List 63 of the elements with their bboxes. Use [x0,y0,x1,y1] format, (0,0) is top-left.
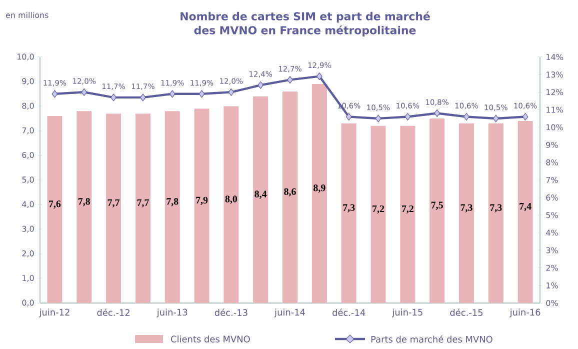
data-label: 7,3 [490,204,502,212]
data-label: 7,7 [137,199,149,208]
point [346,112,352,121]
point [110,94,116,102]
data-label: 7,8 [78,198,90,206]
data-label: 7,7 [108,199,120,208]
point [258,81,264,89]
legend-label: Clients des MVNO [171,336,250,342]
data-label: 7,4 [520,203,532,212]
x-tick-label: juin-14 [274,308,306,318]
data-label: 7,3 [460,204,472,212]
point [404,112,411,121]
bar [106,114,122,303]
bar [400,126,416,303]
bar [312,84,327,303]
bar [458,123,474,303]
data-label: 7,6 [49,200,61,209]
bar [341,123,356,303]
data-label: 8,9 [314,184,326,193]
chart-title: Nombre de cartes SIM et part de marché des MVNO en France métropolitaine [180,12,430,36]
point [375,114,382,122]
x-tick-label: juin-12 [39,308,70,318]
point [169,90,176,98]
bar [76,111,92,303]
bar [47,116,62,303]
x-tick-label: juin-15 [392,308,422,318]
bar [224,106,239,303]
data-label: 7,5 [431,202,443,210]
data-label: 7,8 [166,198,178,206]
data-label: 7,2 [402,205,414,214]
point [228,88,234,96]
bar [135,114,150,303]
data-label: 8,6 [284,188,296,196]
x-tick-label: juin-13 [156,308,188,318]
legend-label: Parts de marché des MVNO [371,335,492,343]
bar [194,108,210,303]
point [140,94,146,102]
bar [253,96,268,303]
bar [164,111,180,303]
x-tick-label: déc.-13 [214,308,248,316]
data-label: 8,4 [254,190,267,199]
point [434,109,440,118]
x-tick-label: déc.-14 [332,308,366,316]
data-label: 7,9 [196,196,208,205]
point [316,72,322,80]
x-tick-label: déc.-15 [450,308,483,316]
point [492,114,499,122]
data-label: 8,0 [225,196,238,204]
bar [488,123,504,303]
data-label: 7,2 [372,205,384,214]
point [81,88,88,96]
bar [370,126,386,303]
x-tick-label: juin-16 [510,308,540,318]
bar [518,120,533,303]
x-tick-label: déc.-12 [97,308,130,316]
bar [430,118,445,303]
point [464,112,470,121]
point [52,90,58,98]
point [198,90,205,98]
point [287,76,293,84]
point [522,112,528,121]
bar [282,91,298,303]
data-label: 7,3 [343,204,355,212]
